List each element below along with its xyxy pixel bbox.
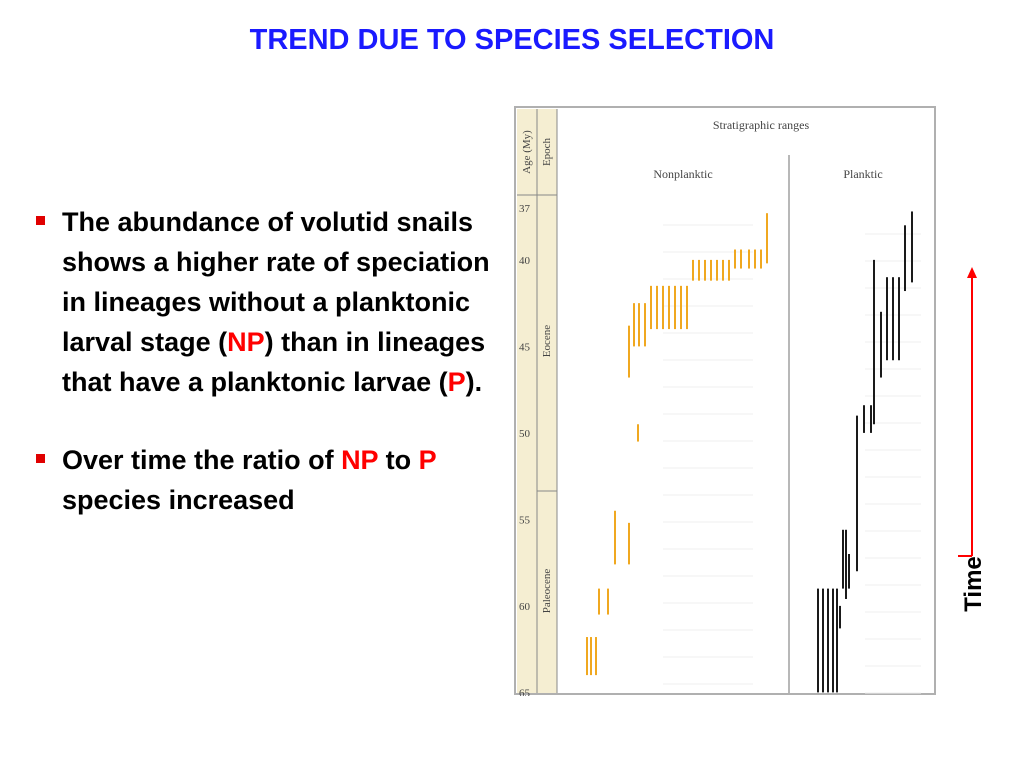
bullet-item: Over time the ratio of NP to P species i… xyxy=(36,440,506,520)
age-tick-label: 50 xyxy=(519,428,531,440)
np-highlight: NP xyxy=(341,445,379,475)
figure-frame xyxy=(514,106,936,695)
bullet-text: Over time the ratio of xyxy=(62,445,342,475)
square-bullet-icon xyxy=(36,216,45,225)
np-highlight: NP xyxy=(227,327,265,357)
planktic-ranges xyxy=(817,211,913,693)
nonplanktic-ranges xyxy=(586,213,768,676)
epoch-label-eocene: Eocene xyxy=(541,325,553,357)
slide-title: TREND DUE TO SPECIES SELECTION xyxy=(249,24,775,56)
age-tick-labels: 37 40 45 50 55 60 65 xyxy=(519,203,531,696)
figure-header: Stratigraphic ranges xyxy=(713,118,810,132)
bullet-list: The abundance of volutid snails shows a … xyxy=(36,202,506,558)
age-column-header: Age (My) xyxy=(521,130,533,174)
epoch-label-paleocene: Paleocene xyxy=(541,569,553,614)
p-highlight: P xyxy=(418,445,437,475)
time-label-text: Time xyxy=(960,556,987,612)
bullet-text: ) than in lineages that have a planktoni… xyxy=(62,327,486,397)
age-tick-label: 60 xyxy=(519,601,531,613)
arrow-up-icon xyxy=(967,267,977,278)
bullet-text: to xyxy=(378,445,419,475)
bullet-item: The abundance of volutid snails shows a … xyxy=(36,202,506,402)
age-tick-label: 45 xyxy=(519,341,531,353)
group-label-nonplanktic: Nonplanktic xyxy=(653,167,712,181)
p-highlight: P xyxy=(447,367,466,397)
stratigraphic-range-figure: Stratigraphic ranges Nonplanktic Plankti… xyxy=(514,106,936,696)
bullet-text: ). xyxy=(465,367,483,397)
age-tick-label: 65 xyxy=(519,687,531,696)
group-label-planktic: Planktic xyxy=(843,167,882,181)
age-tick-label: 55 xyxy=(519,514,531,526)
epoch-column-header: Epoch xyxy=(541,137,553,166)
age-tick-label: 37 xyxy=(519,203,531,215)
square-bullet-icon xyxy=(36,454,45,463)
age-tick-label: 40 xyxy=(519,255,531,267)
bullet-text: The abundance of volutid snails shows a … xyxy=(62,207,490,357)
time-arrow xyxy=(958,267,977,557)
time-label: Time xyxy=(954,548,994,620)
bullet-text: species increased xyxy=(62,485,295,515)
